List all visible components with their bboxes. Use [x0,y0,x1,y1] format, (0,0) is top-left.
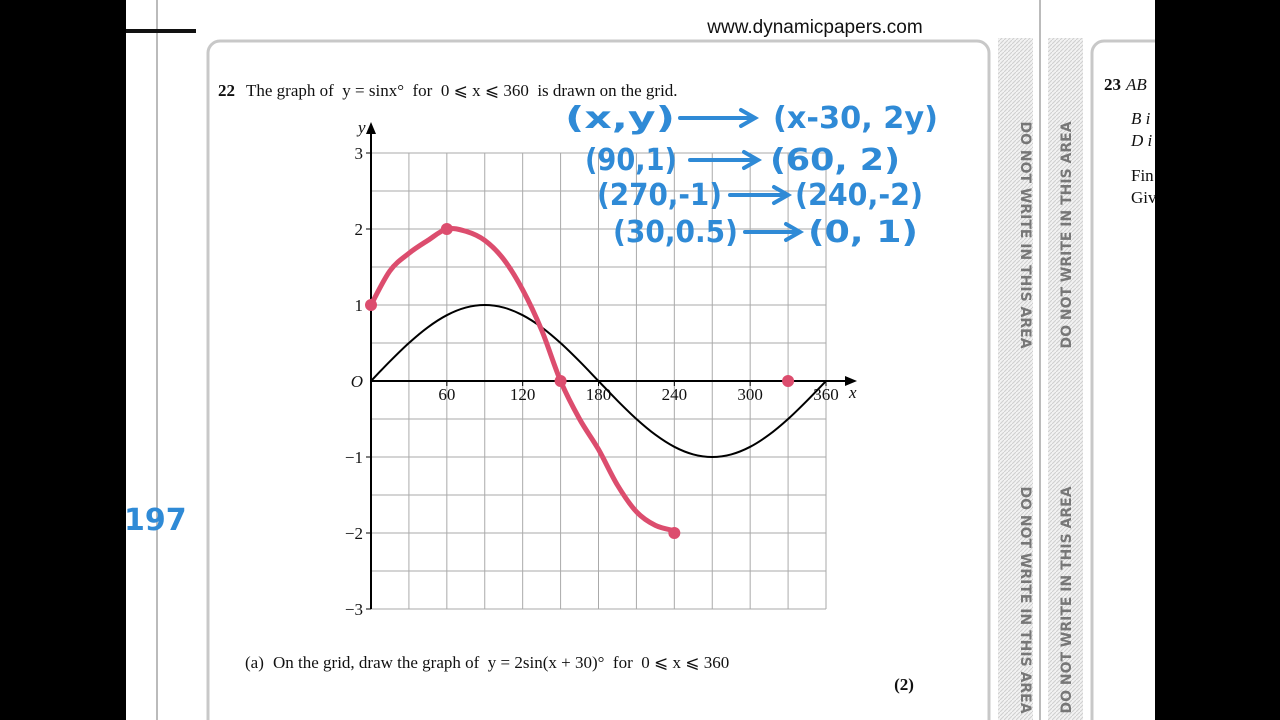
part-label: (a) [245,653,264,672]
x-axis-label: x [848,383,857,402]
note-to: (x-30, 2y) [773,101,938,136]
x-axis-arrow [845,376,857,386]
data-line [370,303,827,459]
next-question-line: Giv [1131,188,1157,207]
origin-label: O [351,372,363,391]
y-tick-label: 1 [355,296,364,315]
note-to: (240,-2) [795,178,923,213]
y-tick-label: 2 [355,220,364,239]
next-question: AB B i D i Fin Giv [1125,75,1157,207]
note-from: (30,0.5) [613,215,738,250]
data-line [368,225,677,534]
note-arrow [743,222,805,242]
point [554,375,567,387]
paper [126,0,1155,720]
point [782,375,795,387]
margin-note: 197 [124,503,187,538]
note-arrow [728,185,793,205]
note-arrow [678,108,760,128]
letterbox [0,0,126,720]
margin-warning: DO NOT WRITE IN THIS AREA [1017,486,1033,713]
x-tick-label: 300 [737,385,763,404]
y-tick-label: 3 [355,144,364,163]
next-question-line: B i [1131,109,1151,128]
note-to: (60, 2) [770,143,900,178]
x-tick-label: 60 [438,385,455,404]
y-tick-label: −1 [345,448,363,467]
x-tick-label: 240 [662,385,688,404]
note-from: (x,y) [565,101,675,136]
question-text: The graph of y = sinx° for 0 ⩽ x ⩽ 360 i… [246,81,678,100]
x-tick-label: 360 [813,385,839,404]
part-text: On the grid, draw the graph of y = 2sin(… [273,653,729,672]
question-number: 23 [1104,75,1121,94]
y-tick-label: −3 [345,600,363,619]
question-number: 22 [218,81,235,100]
x-tick-label: 180 [586,385,612,404]
note-from: (270,-1) [597,178,722,213]
handwriting: (x,y) (x-30, 2y) (90,1) (60, 2) (270,-1) (240… [565,101,938,250]
letterbox [1155,0,1280,720]
note-arrow [688,150,763,170]
y-axis-label: y [356,118,366,137]
question-box [206,39,991,720]
x-tick-label: 120 [510,385,536,404]
margin-strip [998,38,1033,720]
header-url: www.dynamicpapers.com [706,17,922,38]
y-tick-label: −2 [345,524,363,543]
chart: 60 120 180 240 300 360 −3 −2 −1 1 2 3 Ox y [345,118,857,619]
note-to: (0, 1) [808,215,918,250]
margin-strip [1048,38,1083,720]
point [668,527,681,539]
marks: (2) [894,675,914,694]
next-question-line: D i [1130,131,1153,150]
margin-warning: DO NOT WRITE IN THIS AREA [1059,121,1075,348]
next-question-line: Fin [1131,166,1154,185]
point [440,223,453,235]
point [365,299,377,311]
y-axis-arrow [366,122,376,134]
next-question-line: AB [1125,75,1147,94]
margin-warning: DO NOT WRITE IN THIS AREA [1059,486,1075,713]
note-from: (90,1) [585,143,677,178]
margin-warning: DO NOT WRITE IN THIS AREA [1017,121,1033,348]
